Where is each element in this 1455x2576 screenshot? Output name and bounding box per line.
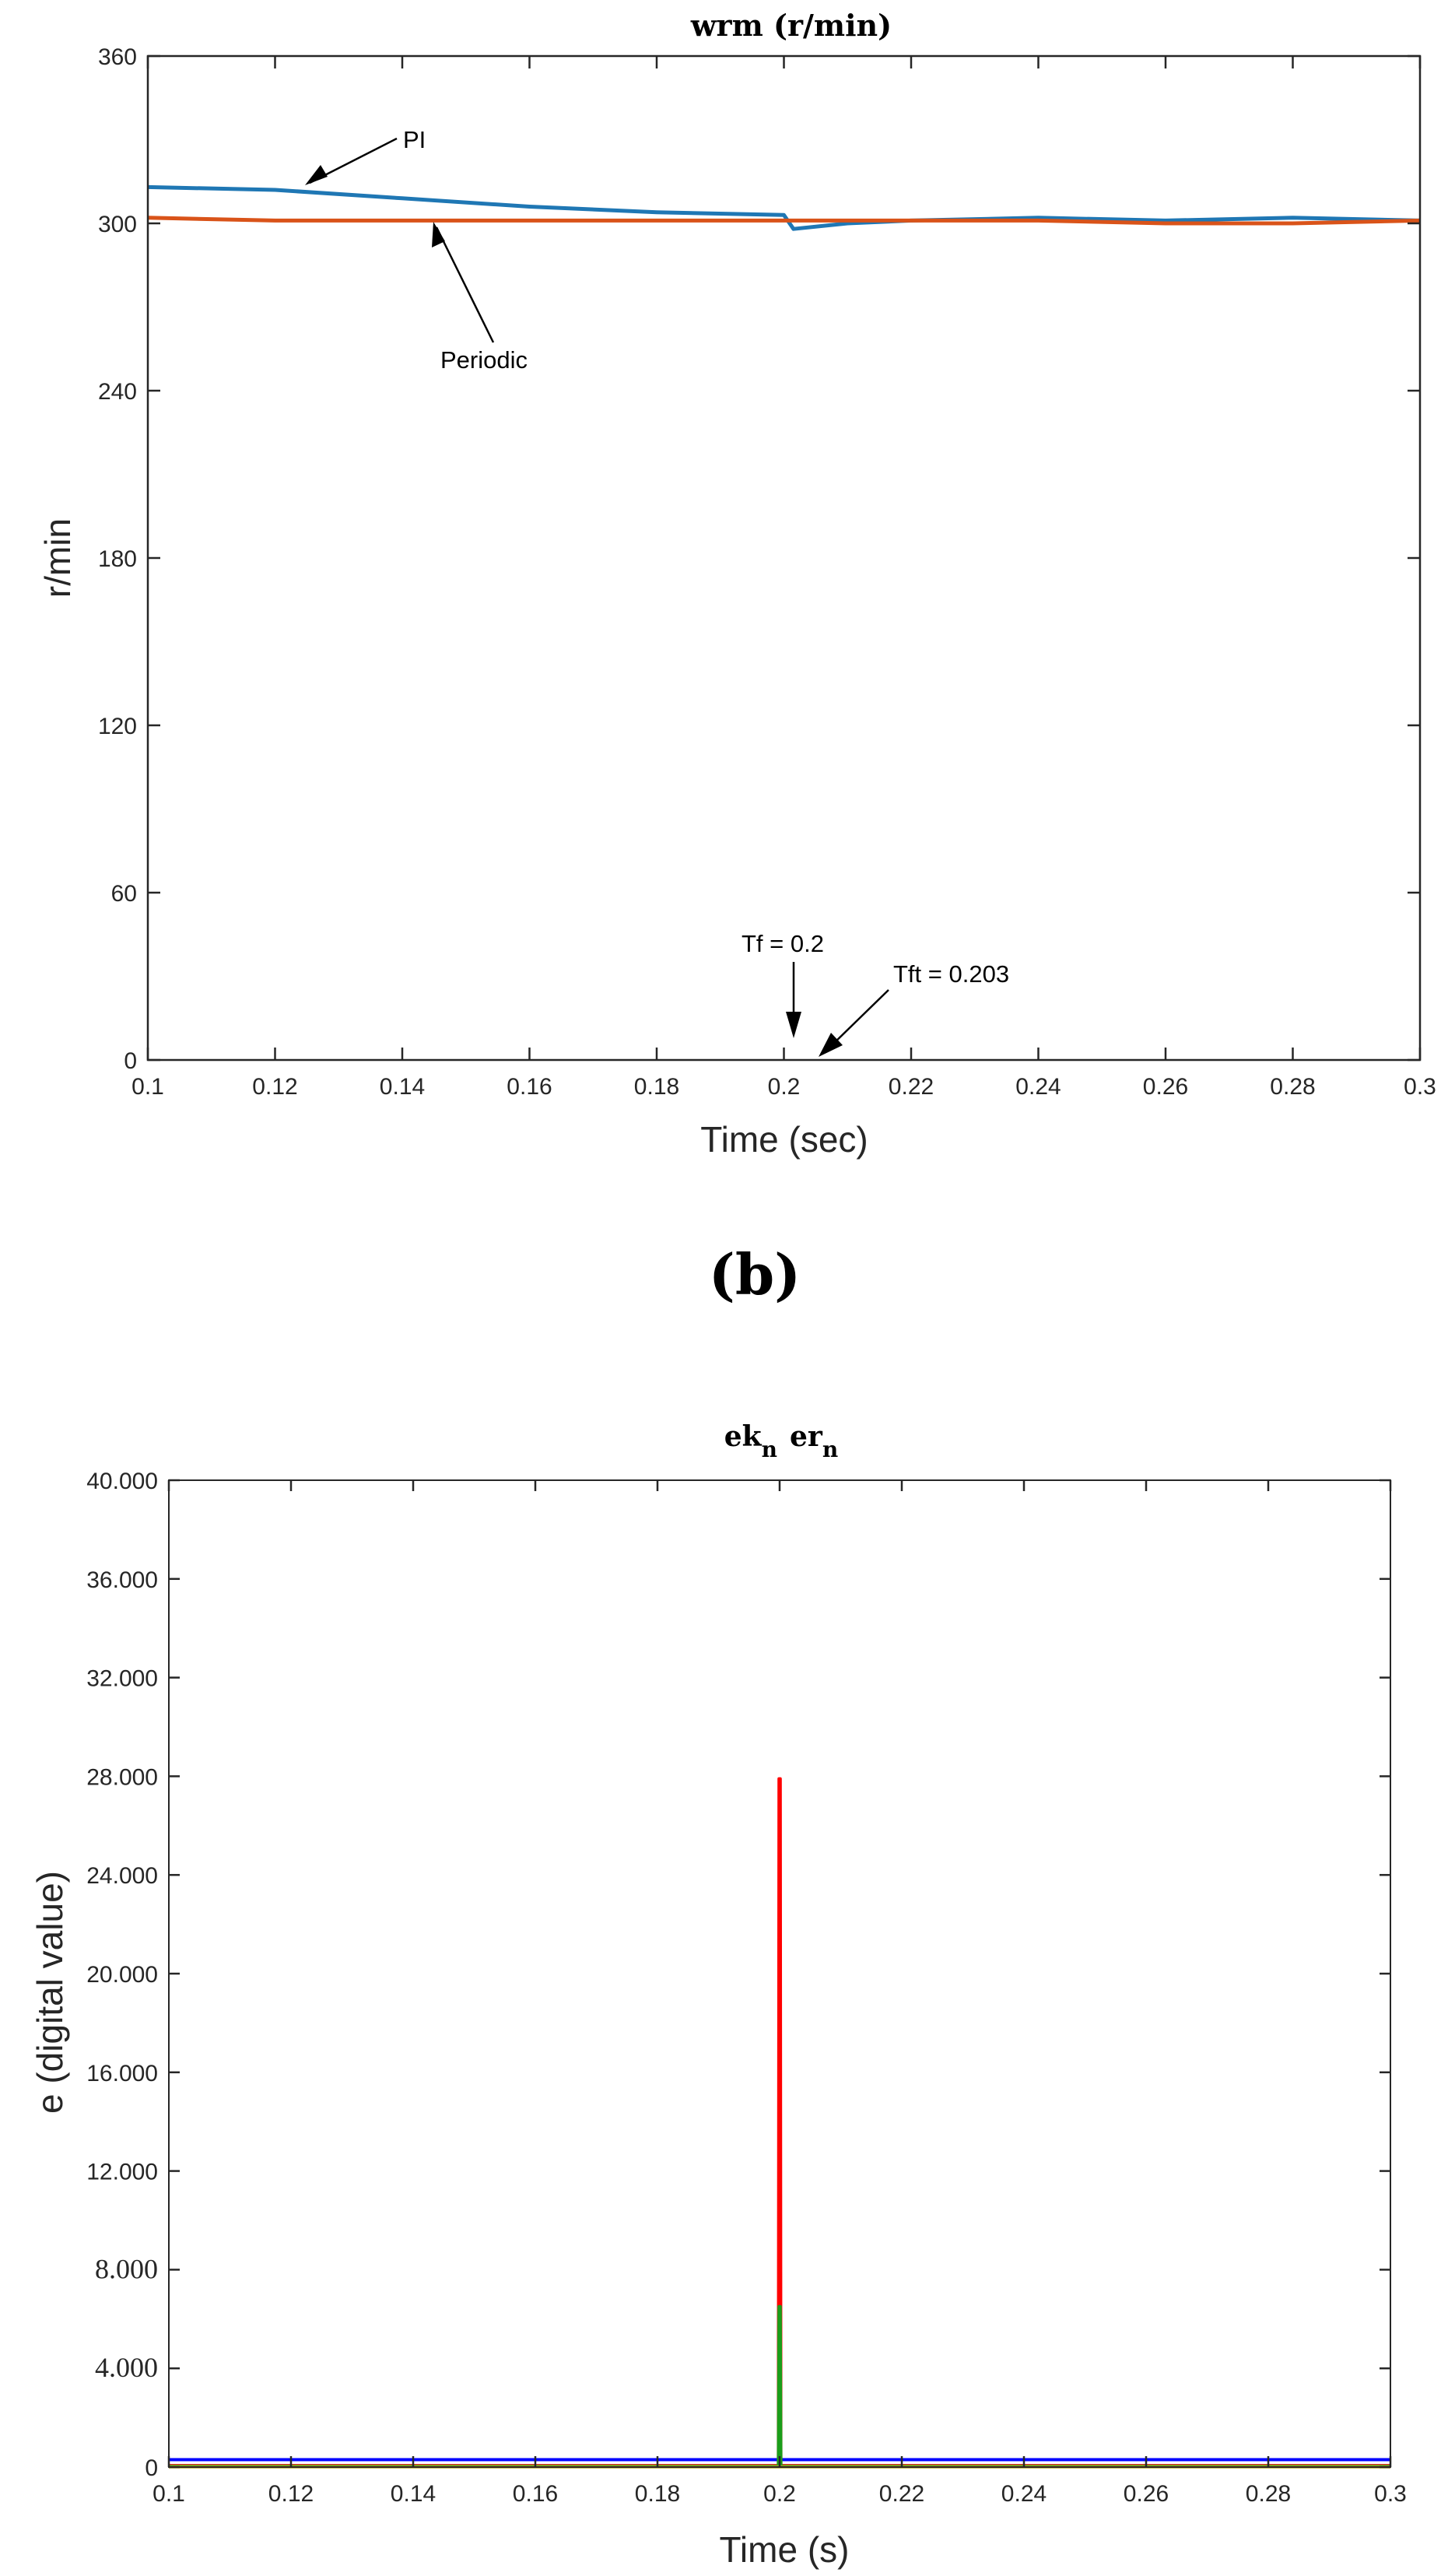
chart-error: ekn ern e (digital value) Time (s) 0.1 0.1… — [30, 1420, 1407, 2570]
series-line-2 — [147, 216, 1421, 226]
x-tick-label: 0.14 — [380, 1074, 425, 1100]
chart1-xlabel: Time (sec) — [700, 1119, 868, 1160]
y-tick-label: 4.000 — [95, 2352, 158, 2383]
x-tick-label: 0.1 — [131, 1074, 164, 1100]
y-tick-label: 180 — [98, 546, 137, 572]
chart2-title: ekn ern — [724, 1420, 838, 1462]
y-tick-label: 120 — [98, 714, 137, 739]
chart2-xlabel: Time (s) — [720, 2529, 850, 2570]
x-tick-label: 0.12 — [252, 1074, 297, 1100]
chart1-plot-frame — [146, 54, 1422, 1062]
y-tick-label: 360 — [98, 44, 137, 70]
chart1-ylabel: r/min — [37, 518, 78, 598]
y-tick-label: 36.000 — [86, 1567, 158, 1593]
x-tick-label: 0.28 — [1270, 1074, 1315, 1100]
x-tick-label: 0.14 — [391, 2481, 436, 2507]
chart1-annotations: PI Periodic Tf = 0.2 Tft = 0.203 — [305, 126, 1009, 1057]
x-tick-label: 0.16 — [507, 1074, 552, 1100]
x-tick-label: 0.16 — [513, 2481, 558, 2507]
series-line-1 — [147, 184, 1421, 231]
panel-label: (b) — [709, 1241, 801, 1307]
x-tick-label: 0.3 — [1374, 2481, 1407, 2507]
x-tick-label: 0.24 — [1001, 2481, 1047, 2507]
arrowhead-icon — [432, 222, 445, 247]
x-tick-label: 0.24 — [1015, 1074, 1061, 1100]
x-tick-label: 0.2 — [763, 2481, 796, 2507]
annotation-periodic: Periodic — [440, 346, 528, 374]
chart2-ylabel: e (digital value) — [30, 1871, 70, 2114]
annotation-tft: Tft = 0.203 — [893, 960, 1009, 988]
y-tick-label: 0 — [124, 1048, 137, 1074]
annotation-tft-arrow — [829, 989, 889, 1048]
x-tick-label: 0.3 — [1404, 1074, 1436, 1100]
x-tick-label: 0.1 — [153, 2481, 185, 2507]
x-tick-label: 0.28 — [1246, 2481, 1291, 2507]
annotation-pi: PI — [403, 126, 426, 153]
x-tick-label: 0.22 — [889, 1074, 934, 1100]
y-tick-label: 0 — [145, 2455, 158, 2481]
y-tick-label: 28.000 — [86, 1764, 158, 1790]
x-tick-label: 0.22 — [879, 2481, 924, 2507]
y-tick-label: 20.000 — [86, 1962, 158, 1988]
y-tick-label: 24.000 — [86, 1863, 158, 1889]
x-tick-label: 0.2 — [768, 1074, 801, 1100]
arrowhead-icon — [786, 1012, 801, 1038]
x-tick-label: 0.26 — [1143, 1074, 1188, 1100]
x-tick-label: 0.12 — [268, 2481, 314, 2507]
x-tick-label: 0.26 — [1124, 2481, 1169, 2507]
annotation-periodic-arrow — [435, 226, 495, 343]
arrowhead-icon — [305, 165, 328, 185]
y-tick-label: 240 — [98, 379, 137, 405]
y-tick-label: 32.000 — [86, 1666, 158, 1692]
chart-speed: wrm (r/min) r/min Time (sec) 0.1 0.12 0.14… — [37, 8, 1436, 1160]
series-line-3 — [169, 2304, 1390, 2468]
y-tick-label: 40.000 — [86, 1469, 158, 1494]
x-tick-label: 0.18 — [634, 1074, 679, 1100]
arrowhead-icon — [819, 1033, 843, 1057]
y-tick-label: 12.000 — [86, 2160, 158, 2185]
y-tick-label: 8.000 — [95, 2253, 158, 2284]
y-tick-label: 16.000 — [86, 2061, 158, 2086]
annotation-tf: Tf = 0.2 — [742, 930, 824, 957]
y-tick-label: 60 — [111, 881, 137, 907]
chart1-title: wrm (r/min) — [690, 8, 892, 43]
x-tick-label: 0.18 — [635, 2481, 680, 2507]
y-tick-label: 300 — [98, 212, 137, 237]
